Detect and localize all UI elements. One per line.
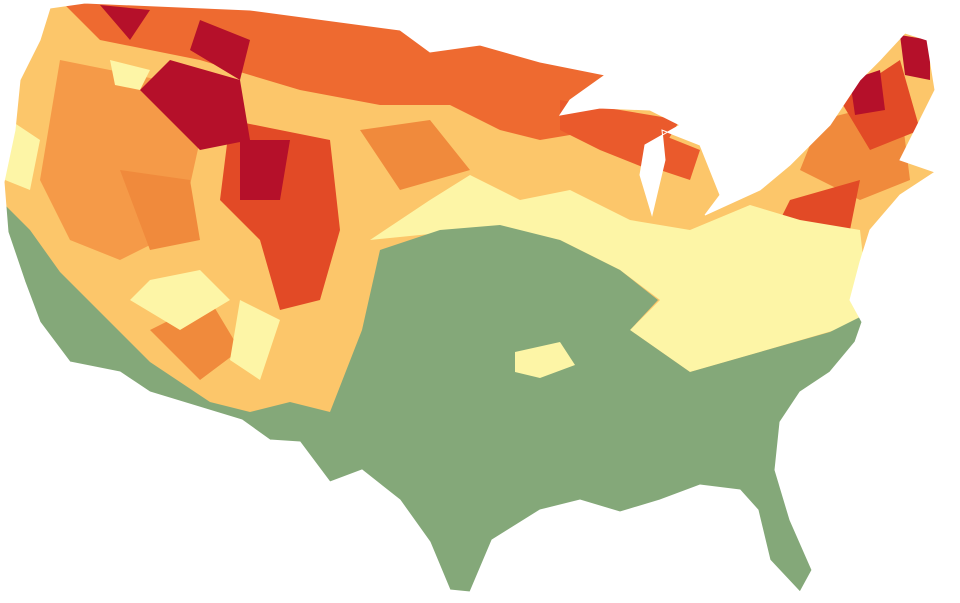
region-red [220, 60, 920, 320]
region-pale-yellow [515, 342, 575, 378]
region-orange-dark [120, 100, 910, 380]
country-outline [3, 2, 937, 593]
region-pale-yellow [5, 60, 870, 380]
